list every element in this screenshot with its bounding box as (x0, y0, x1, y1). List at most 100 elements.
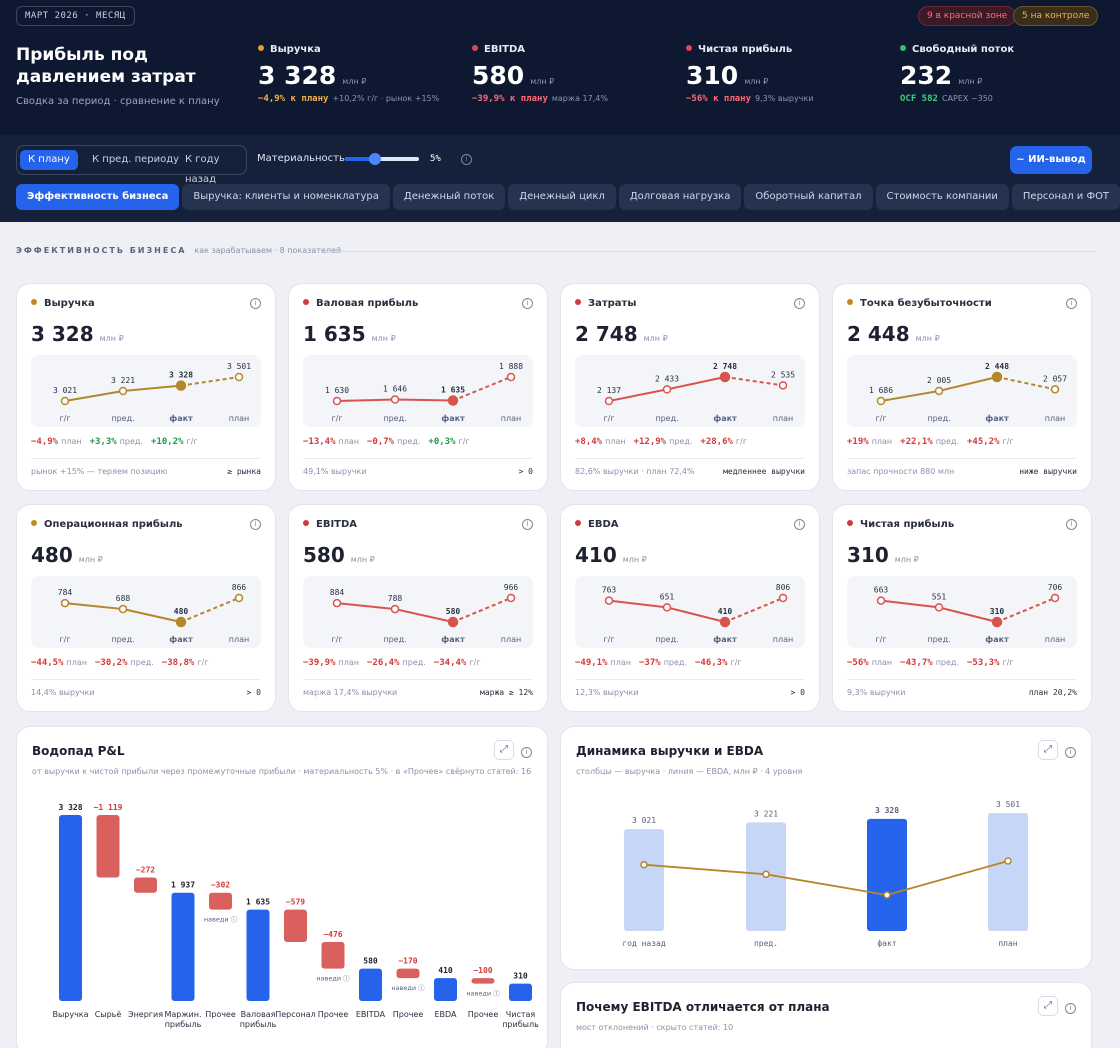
decrease-bar[interactable] (321, 941, 345, 969)
kpi-card[interactable]: Точка безубыточности i 2 448 млн ₽ 1 686 г/г 2… (832, 283, 1092, 491)
info-icon[interactable]: i (521, 747, 532, 758)
tab-6[interactable]: Стоимость компании (875, 184, 1009, 210)
materiality-label: Материальность (257, 153, 345, 164)
sparkline-svg: 1 686 г/г 2 005 пред. 2 448 факт 2 057 план (869, 362, 1067, 423)
tab-1[interactable]: Выручка: клиенты и номенклатура (182, 184, 390, 210)
sparkline-chart: 3 021 г/г 3 221 пред. 3 328 факт 3 501 план (31, 355, 261, 427)
point-marker (1050, 385, 1060, 394)
ai-insight-button[interactable]: ~ ИИ-вывод (1010, 146, 1092, 174)
kpi-card[interactable]: Валовая прибыль i 1 635 млн ₽ 1 630 г/г 1 646 п… (288, 283, 548, 491)
x-axis-label: г/г (875, 635, 886, 644)
info-icon[interactable]: i (250, 298, 261, 309)
hover-hint[interactable]: наведи ⓘ (391, 984, 425, 992)
status-dot (31, 299, 37, 305)
info-icon[interactable]: i (250, 519, 261, 530)
bar-value-label: 310 (513, 972, 528, 981)
kpi-0[interactable]: Выручка 3 328 млн ₽ −4,9% к плану +10,2% г/г… (258, 44, 439, 104)
total-bar[interactable] (434, 978, 457, 1001)
point-value-label: 1 888 (499, 362, 523, 371)
materiality-slider[interactable] (345, 153, 419, 165)
tab-5[interactable]: Оборотный капитал (744, 184, 873, 210)
sparkline-chart: 663 г/г 551 пред. 310 факт 706 план (847, 576, 1077, 648)
hover-hint[interactable]: наведи ⓘ (316, 975, 350, 983)
seg-vs-year-ago[interactable]: К году назад (185, 154, 220, 185)
expand-icon[interactable]: ⤢ (1038, 740, 1058, 760)
decrease-bar[interactable] (134, 877, 157, 893)
kpi-card[interactable]: Операционная прибыль i 480 млн ₽ 784 г/г 688 пр… (16, 504, 276, 712)
divider (31, 458, 261, 459)
point-marker (876, 596, 886, 605)
kpi-card[interactable]: Затраты i 2 748 млн ₽ 2 137 г/г 2 433 пред. 2 74… (560, 283, 820, 491)
tab-7[interactable]: Персонал и ФОТ (1011, 184, 1120, 210)
x-axis-label: EBITDA (356, 1010, 386, 1019)
kpi-card[interactable]: Чистая прибыль i 310 млн ₽ 663 г/г 551 пред. 310… (832, 504, 1092, 712)
total-bar[interactable] (171, 892, 195, 1001)
revenue-bar[interactable] (867, 818, 907, 931)
info-icon[interactable]: i (794, 519, 805, 530)
revenue-bar[interactable] (624, 829, 664, 931)
waterfall-subtitle: от выручки к чистой прибыли через промеж… (32, 767, 532, 776)
period-badge[interactable]: МАРТ 2026 · МЕСЯЦ (16, 6, 135, 26)
point-marker (60, 598, 70, 608)
info-icon[interactable]: i (1065, 747, 1076, 758)
total-bar[interactable] (59, 815, 82, 1001)
info-icon[interactable]: i (461, 154, 472, 165)
kpi-1[interactable]: EBITDA 580 млн ₽ −39,9% к плану маржа 17,4% (472, 44, 608, 104)
ebitda-bridge-panel: Почему EBITDA отличается от плана мост о… (560, 982, 1092, 1048)
info-icon[interactable]: i (522, 298, 533, 309)
x-axis-label: факт (985, 414, 1009, 423)
total-bar[interactable] (359, 968, 382, 1001)
info-icon[interactable]: i (1066, 298, 1077, 309)
x-axis-label: г/г (331, 635, 342, 644)
red-zone-pill[interactable]: 9 в красной зоне (918, 6, 1017, 26)
ebda-point[interactable] (1004, 857, 1012, 865)
ebda-point[interactable] (640, 860, 648, 869)
kpi-3[interactable]: Свободный поток 232 млн ₽ OCF 582 CAPEX −350 (900, 44, 1014, 104)
ebda-point[interactable] (883, 891, 891, 899)
kpi-card[interactable]: EBDA i 410 млн ₽ 763 г/г 651 пред. 410 факт 806 пла… (560, 504, 820, 712)
card-title: Валовая прибыль (303, 298, 418, 309)
info-icon[interactable]: i (1065, 1003, 1076, 1014)
kpi-card[interactable]: EBITDA i 580 млн ₽ 884 г/г 788 пред. 580 факт 966 п… (288, 504, 548, 712)
control-pill[interactable]: 5 на контроле (1013, 6, 1099, 26)
x-axis-label: план (1045, 635, 1065, 644)
expand-icon[interactable]: ⤢ (1038, 996, 1058, 1016)
total-bar[interactable] (246, 909, 270, 1001)
info-icon[interactable]: i (794, 298, 805, 309)
hover-hint[interactable]: наведи ⓘ (466, 990, 500, 998)
decrease-bar[interactable] (471, 978, 495, 984)
decrease-bar[interactable] (96, 815, 120, 878)
kpi-2[interactable]: Чистая прибыль 310 млн ₽ −56% к плану 9,3% в… (686, 44, 814, 104)
card-target: > 0 (518, 467, 533, 476)
x-axis-label: пред. (655, 414, 678, 423)
decrease-bar[interactable] (209, 892, 232, 910)
kpi-name: Выручка (258, 44, 439, 55)
tab-2[interactable]: Денежный поток (392, 184, 506, 210)
point-value-label: 3 501 (227, 362, 251, 371)
tab-4[interactable]: Долговая нагрузка (618, 184, 742, 210)
kpi-card[interactable]: Выручка i 3 328 млн ₽ 3 021 г/г 3 221 пред. 3 32… (16, 283, 276, 491)
point-value-label: 866 (232, 583, 247, 592)
ebda-point[interactable] (762, 870, 770, 879)
tab-0[interactable]: Эффективность бизнеса (16, 184, 180, 210)
card-title: Чистая прибыль (847, 519, 954, 530)
point-marker (604, 396, 614, 406)
sparkline-svg: 2 137 г/г 2 433 пред. 2 748 факт 2 535 план (597, 362, 795, 423)
seg-vs-prev-period[interactable]: К пред. периоду (92, 154, 180, 165)
info-icon[interactable]: i (1066, 519, 1077, 530)
seg-vs-plan[interactable]: К плану (20, 150, 78, 170)
card-footnote: запас прочности 880 млн (847, 467, 955, 476)
revenue-bar[interactable] (988, 813, 1028, 931)
card-title: Операционная прибыль (31, 519, 183, 530)
decrease-bar[interactable] (396, 968, 420, 979)
info-icon[interactable]: i (522, 519, 533, 530)
total-bar[interactable] (509, 983, 532, 1001)
decrease-bar[interactable] (284, 909, 307, 942)
x-axis-label: факт (441, 635, 465, 644)
hover-hint[interactable]: наведи ⓘ (204, 916, 238, 924)
expand-icon[interactable]: ⤢ (494, 740, 514, 760)
card-footnote: 82,6% выручки · план 72,4% (575, 467, 695, 476)
tab-3[interactable]: Денежный цикл (508, 184, 616, 210)
slider-knob[interactable] (368, 153, 381, 165)
bar-value-label: 1 937 (171, 881, 195, 890)
